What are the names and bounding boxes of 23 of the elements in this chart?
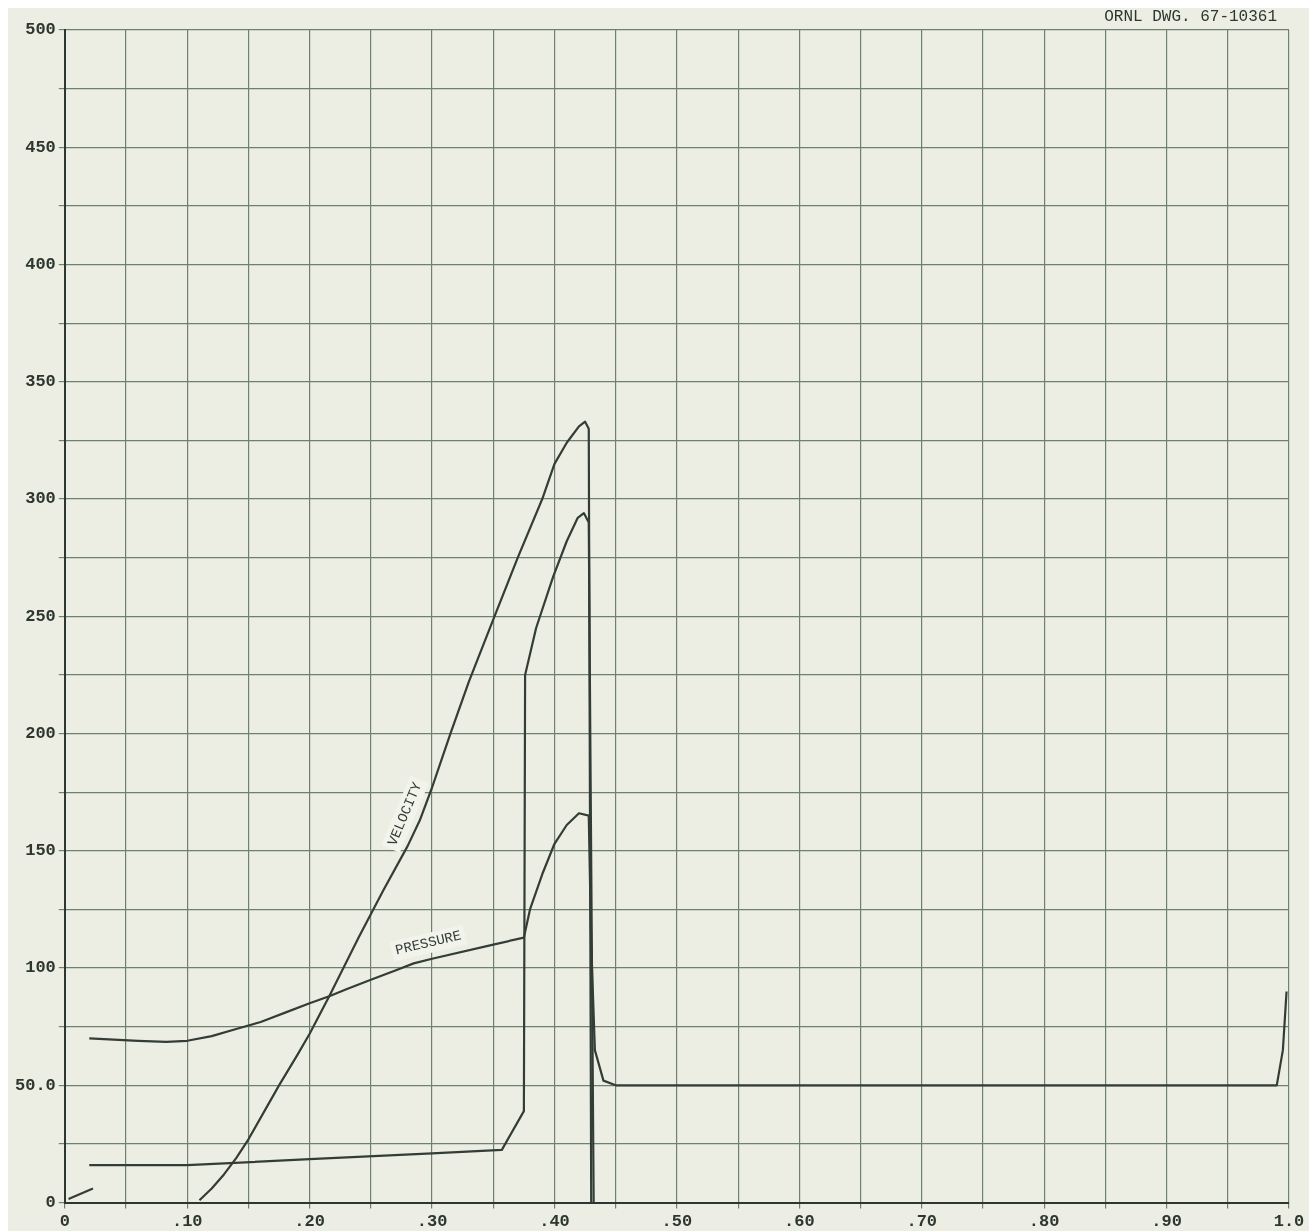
y-tick-label: 450 <box>25 137 56 157</box>
x-tick-label: .80 <box>1028 1212 1060 1231</box>
x-tick-label: .10 <box>171 1212 203 1231</box>
x-tick-label: .70 <box>906 1212 938 1231</box>
y-tick-label: 400 <box>25 254 56 274</box>
x-tick-label: 0 <box>59 1212 70 1231</box>
x-tick-label: 1.0 <box>1273 1212 1305 1231</box>
x-tick-label: .30 <box>416 1212 448 1231</box>
x-tick-label: .20 <box>294 1212 325 1231</box>
y-tick-label: 250 <box>25 606 56 626</box>
x-tick-label: .40 <box>539 1212 570 1231</box>
y-tick-label: 0 <box>45 1192 56 1212</box>
text: ORNL DWG. 67-10361 <box>1104 8 1277 26</box>
y-tick-label: 50.0 <box>14 1075 56 1095</box>
y-tick-label: 500 <box>25 20 56 40</box>
x-tick-label: .50 <box>661 1212 693 1231</box>
x-tick-label: .60 <box>784 1212 815 1231</box>
y-tick-label: 100 <box>25 958 56 978</box>
x-tick-label: .90 <box>1151 1212 1182 1231</box>
y-tick-label: 300 <box>25 489 56 509</box>
y-tick-label: 150 <box>25 841 56 861</box>
y-tick-label: 350 <box>25 372 56 392</box>
y-tick-label: 200 <box>25 723 56 743</box>
